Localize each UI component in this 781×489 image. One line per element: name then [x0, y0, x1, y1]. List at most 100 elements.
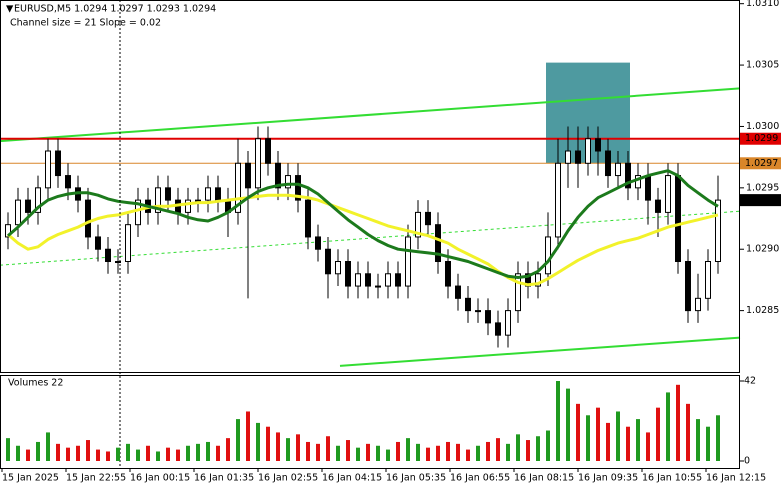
y-tick-label: 1.0310: [746, 0, 779, 9]
candle-body: [545, 236, 551, 275]
candle-body: [655, 199, 661, 213]
volume-bar: [276, 432, 280, 461]
candle-body: [695, 297, 701, 312]
y-tick-label: 1.0300: [746, 121, 779, 132]
candle-body: [25, 199, 31, 213]
header: EURUSD,M5 1.0294 1.0297 1.0293 1.0294: [14, 4, 216, 15]
x-tick-label: 16 Jan 00:15: [130, 473, 190, 484]
volume-bar: [656, 407, 660, 461]
candle-body: [575, 150, 581, 164]
volume-bar: [96, 449, 100, 461]
candle-body: [125, 224, 131, 263]
candle-body: [235, 162, 241, 213]
last-price-label: 1.0294: [745, 195, 778, 206]
candle-body: [45, 150, 51, 189]
volume-bar: [376, 445, 380, 461]
candle-body: [275, 162, 281, 189]
level-tag: [740, 132, 781, 145]
volume-frame: [0, 375, 740, 469]
candle-body: [255, 138, 261, 189]
candle-body: [65, 175, 71, 189]
volume-bar: [676, 384, 680, 461]
candle-body: [475, 310, 481, 313]
marker: ▼: [6, 4, 14, 15]
volume-bar: [516, 434, 520, 461]
candle-body: [105, 248, 111, 263]
candle-body: [85, 199, 91, 238]
candle-body: [365, 273, 371, 287]
x-tick-label: 16 Jan 01:35: [194, 473, 254, 484]
candle-body: [195, 199, 201, 202]
volume-bar: [506, 443, 510, 461]
candle-body: [335, 261, 341, 275]
volume-bar: [356, 447, 360, 461]
volume-bar: [646, 432, 650, 461]
x-tick-label: 16 Jan 12:15: [706, 473, 766, 484]
y-tick-label: 1.0285: [746, 305, 779, 316]
volume-bar: [566, 388, 570, 461]
volume-bar: [586, 415, 590, 461]
candle-body: [665, 175, 671, 213]
candle-body: [165, 187, 171, 201]
candle-body: [35, 187, 41, 213]
y-tick-label: 1.0305: [746, 60, 779, 71]
price-pane: [0, 62, 741, 367]
volume-bar: [666, 392, 670, 461]
volume-bar: [76, 445, 80, 461]
volume-bar: [696, 419, 700, 461]
x-tick-label: 16 Jan 04:15: [322, 473, 382, 484]
volume-bar: [346, 440, 350, 461]
candle-body: [675, 175, 681, 263]
volume-bar: [526, 440, 530, 461]
candle-body: [615, 162, 621, 177]
candle-body: [385, 273, 391, 287]
volume-bar: [286, 438, 290, 461]
x-tick-label: 16 Jan 10:55: [642, 473, 702, 484]
volume-bar: [716, 415, 720, 461]
volume-tick-label: 0: [744, 456, 750, 467]
candle-body: [645, 175, 651, 201]
candle-body: [515, 273, 521, 312]
candle-body: [465, 297, 471, 312]
candle-body: [445, 261, 451, 287]
volume-bar: [626, 426, 630, 461]
volume-bar: [26, 449, 30, 461]
candle-body: [605, 150, 611, 177]
volume-bar: [266, 426, 270, 461]
volume-bar: [166, 447, 170, 461]
candle-body: [355, 273, 361, 287]
volume-bar: [336, 445, 340, 461]
candle-body: [715, 199, 721, 263]
volume-bar: [416, 443, 420, 461]
candle-body: [705, 261, 711, 299]
volume-bar: [536, 436, 540, 461]
volume-bar: [456, 443, 460, 461]
candle-body: [325, 248, 331, 275]
candle-body: [55, 150, 61, 177]
candle-body: [405, 236, 411, 287]
x-tick-label: 15 Jan 2025: [2, 473, 59, 484]
candle-body: [315, 236, 321, 250]
volume-bar: [236, 419, 240, 461]
candle-body: [185, 199, 191, 213]
volume-bar: [606, 422, 610, 461]
volume-bar: [396, 441, 400, 461]
x-tick-label: 15 Jan 22:55: [66, 473, 126, 484]
volume-bar: [476, 445, 480, 461]
candle-body: [115, 261, 121, 264]
level-label: 1.0297: [745, 158, 778, 169]
volume-bar: [66, 447, 70, 461]
moving-average: [7, 169, 719, 279]
candle-body: [5, 224, 11, 238]
candle-body: [205, 187, 211, 201]
candle-body: [215, 187, 221, 201]
price-frame: [0, 0, 740, 373]
volume-bar: [186, 445, 190, 461]
candle-body: [295, 175, 301, 201]
volume-bar: [86, 440, 90, 461]
candle-body: [625, 162, 631, 189]
candle-body: [565, 150, 571, 164]
x-tick-label: 16 Jan 08:15: [514, 473, 574, 484]
volume-bar: [6, 438, 10, 461]
volume-bar: [306, 441, 310, 461]
